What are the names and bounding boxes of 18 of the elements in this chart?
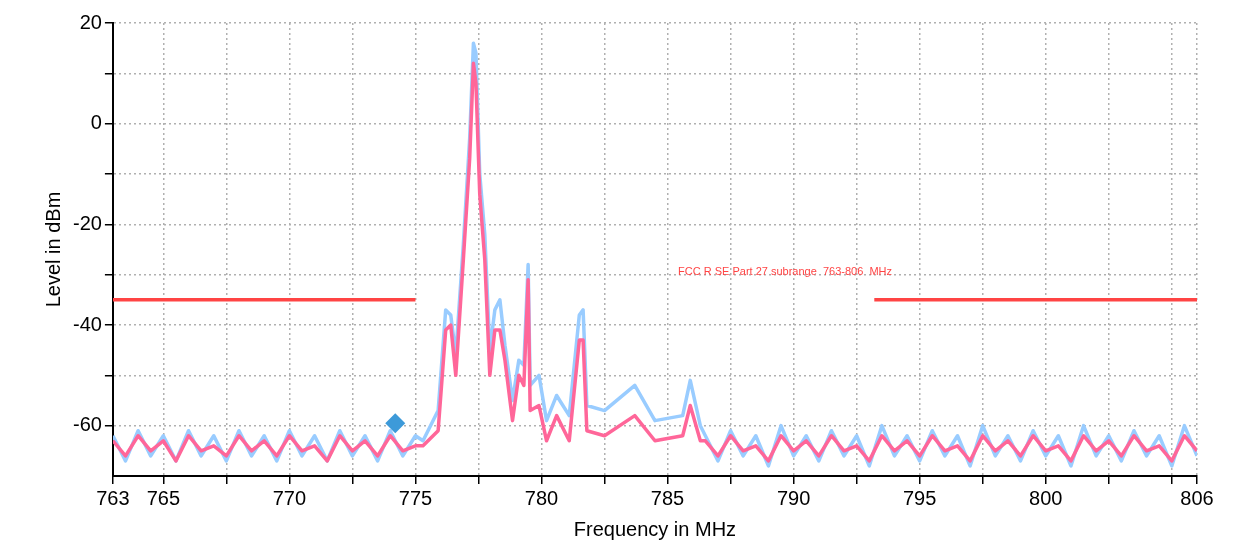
annotation: FCC R SE Part 27 subrange 763-806 MHz — [678, 265, 893, 278]
y-tick-label: -40 — [73, 312, 102, 335]
y-tick-label: -60 — [73, 413, 102, 436]
x-tick-label: 790 — [776, 486, 811, 509]
x-tick-label: 795 — [902, 486, 937, 509]
y-axis-title: Level in dBm — [41, 191, 64, 308]
x-tick-label: 800 — [1029, 486, 1063, 509]
y-tick-label: -20 — [73, 211, 102, 234]
x-tick-label: 770 — [272, 486, 307, 509]
x-tick-label: 780 — [524, 486, 559, 509]
x-tick-label: 785 — [650, 486, 685, 509]
y-tick-label: 20 — [79, 10, 102, 33]
x-axis-title: Frequency in MHz — [573, 517, 737, 540]
x-tick-label: 806 — [1180, 486, 1214, 509]
x-tick-label: 763 — [96, 486, 130, 509]
x-tick-label: 765 — [146, 486, 181, 509]
x-tick-label: 775 — [398, 486, 433, 509]
y-tick-label: 0 — [90, 111, 102, 134]
